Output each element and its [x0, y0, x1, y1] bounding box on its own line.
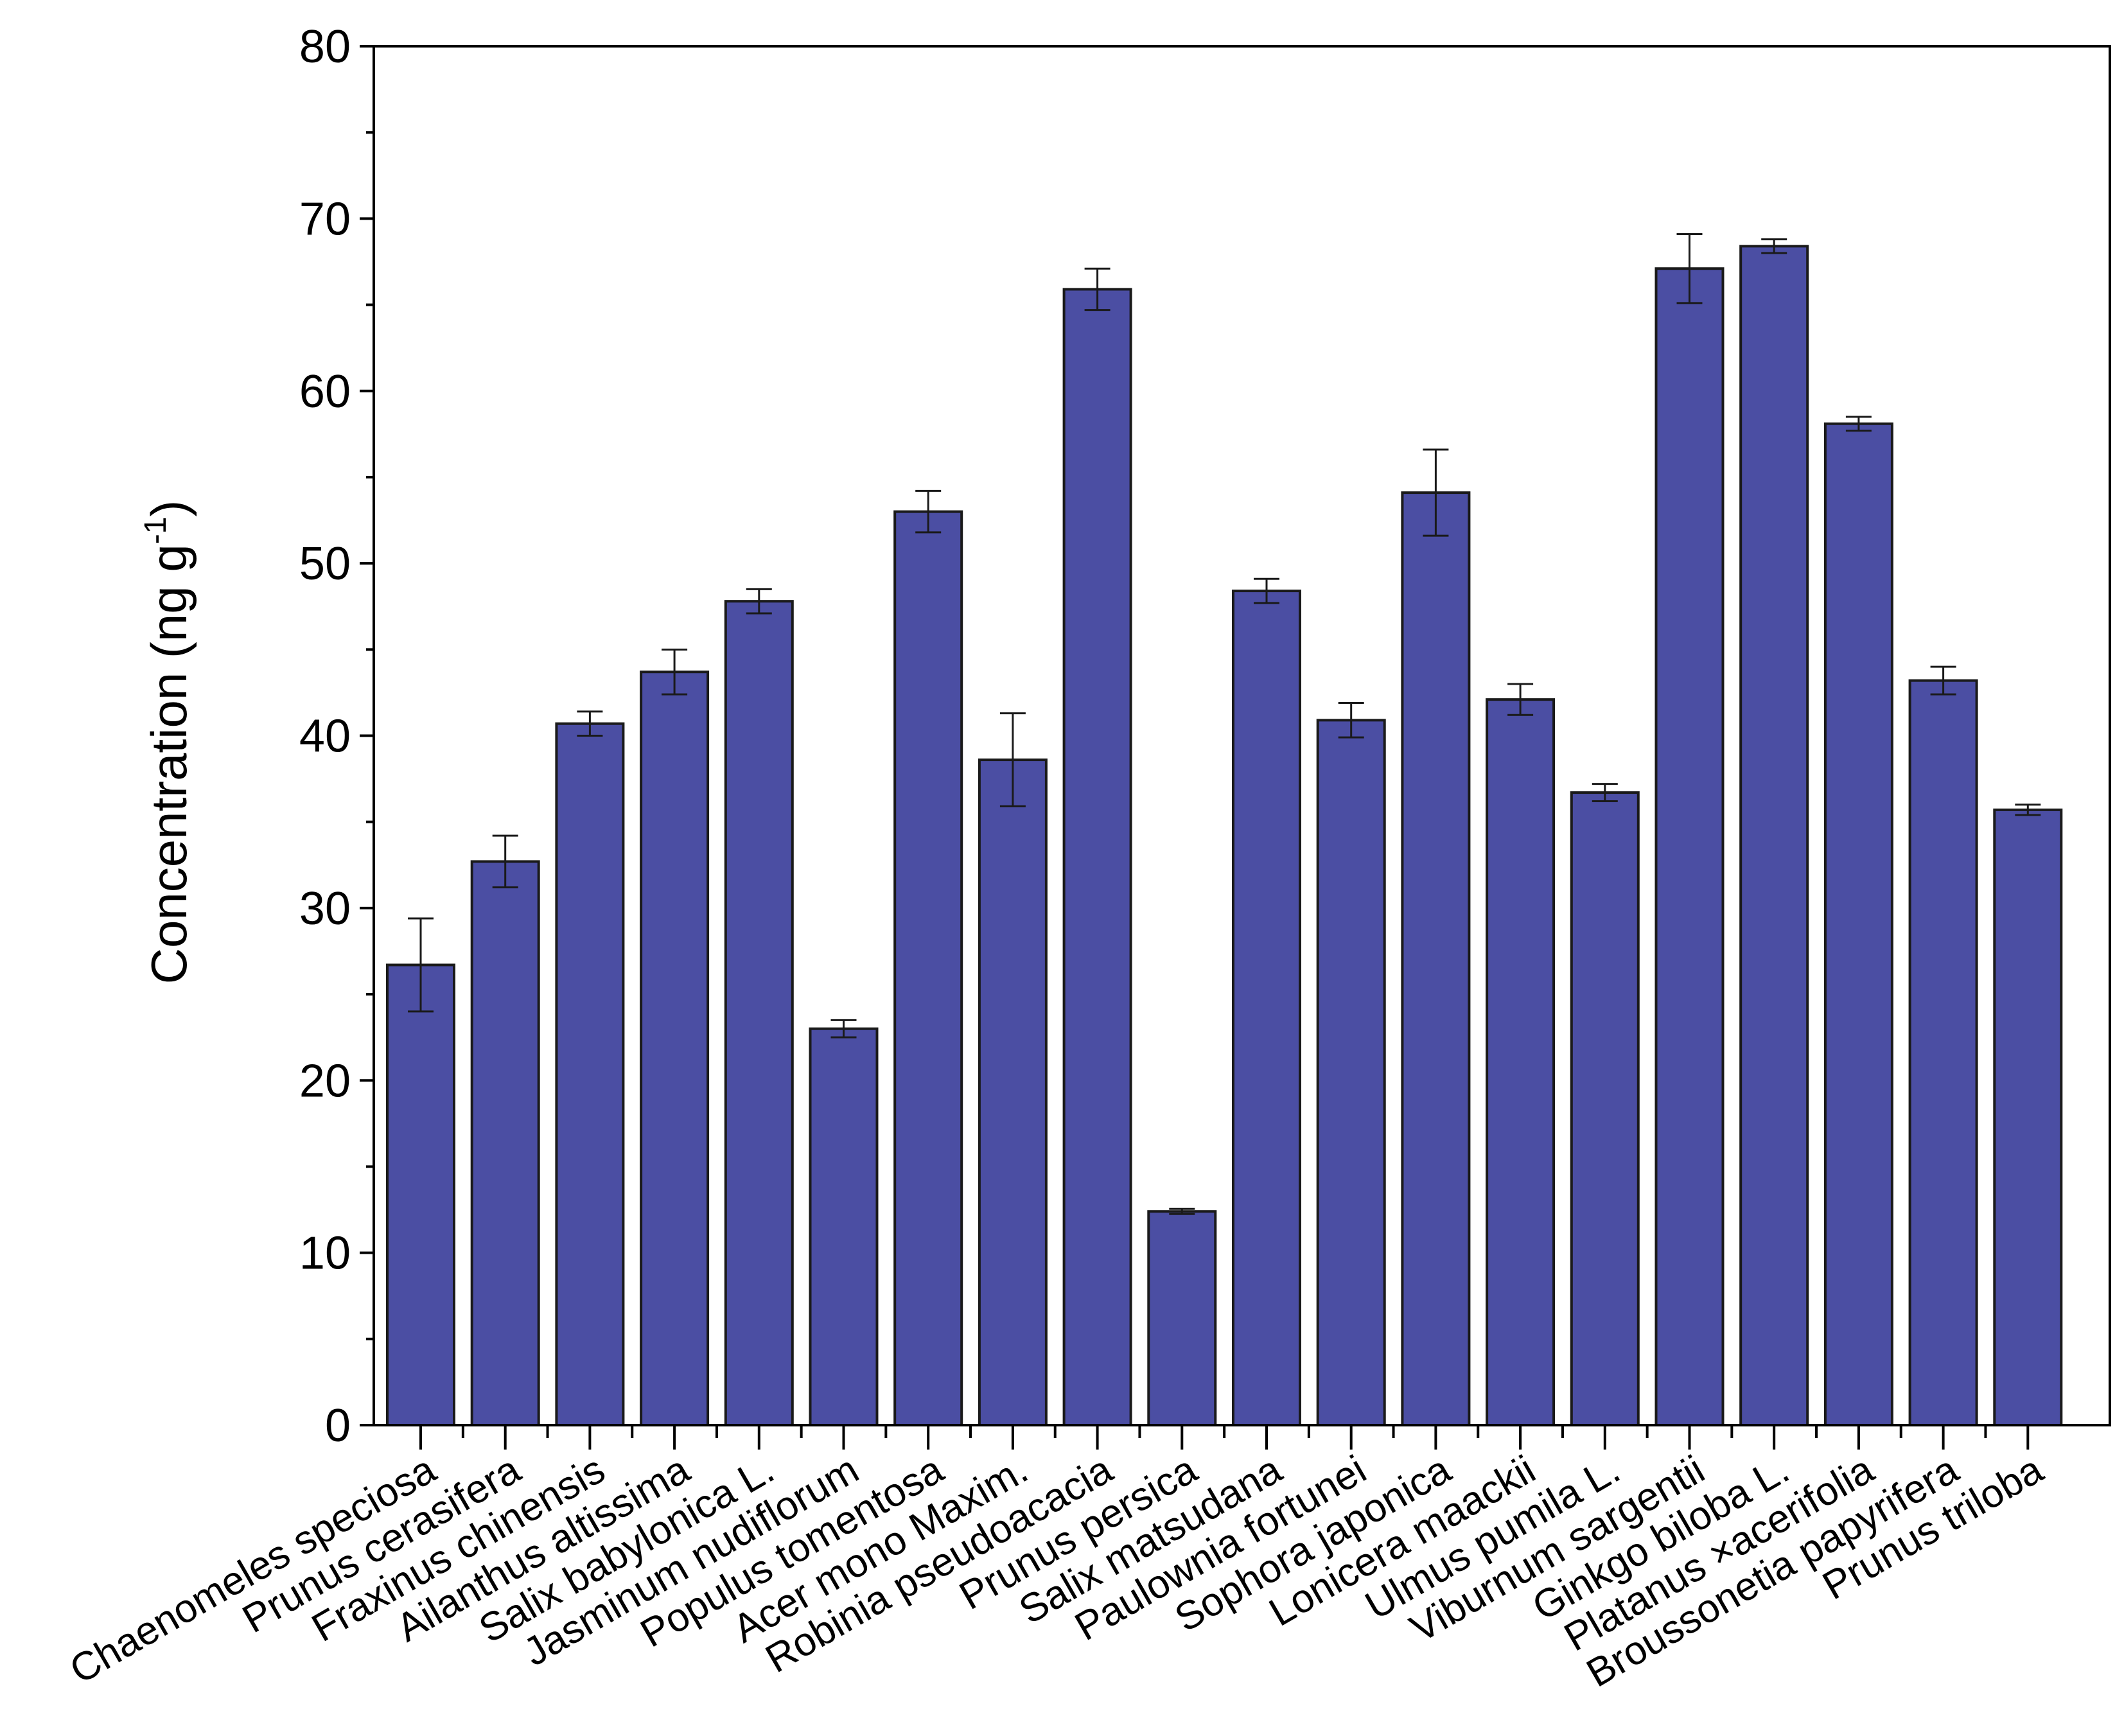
bar: [386, 963, 455, 1426]
y-tick-label: 60: [299, 366, 351, 417]
bar: [724, 600, 794, 1426]
y-tick-label: 40: [299, 711, 351, 762]
bar: [809, 1027, 879, 1427]
bar: [1232, 590, 1301, 1427]
bar: [1993, 808, 2063, 1426]
bar: [555, 722, 625, 1426]
bar: [1062, 288, 1132, 1427]
y-tick-label: 70: [299, 193, 351, 245]
bar: [1486, 698, 1556, 1426]
bar: [1316, 719, 1386, 1426]
bars-group: [386, 245, 2063, 1427]
error-bars-group: [408, 233, 2041, 1215]
y-tick-label: 10: [299, 1228, 351, 1279]
y-axis-label-superscript: -1: [139, 517, 173, 545]
bar: [1823, 422, 1893, 1427]
y-tick-label: 20: [299, 1055, 351, 1107]
y-axis-label: Concentration (ng g-1): [139, 500, 197, 985]
bar: [893, 510, 963, 1426]
y-tick-label: 80: [299, 21, 351, 73]
bar: [470, 860, 540, 1426]
bar: [1739, 245, 1809, 1427]
y-tick-label: 0: [325, 1400, 351, 1451]
bar: [1570, 791, 1640, 1426]
bar: [978, 758, 1048, 1426]
y-axis-label-main: Concentration (ng g: [141, 544, 197, 984]
bar: [1401, 491, 1471, 1426]
y-tick-label: 50: [299, 538, 351, 590]
y-axis-label-end: ): [141, 500, 197, 517]
bar: [1654, 267, 1725, 1426]
y-axis: 0 10 20 30 40 50 60 70 80: [299, 21, 374, 1451]
bar: [1908, 679, 1978, 1426]
bar: [1147, 1210, 1217, 1426]
y-tick-label: 30: [299, 883, 351, 934]
bar: [640, 671, 710, 1426]
